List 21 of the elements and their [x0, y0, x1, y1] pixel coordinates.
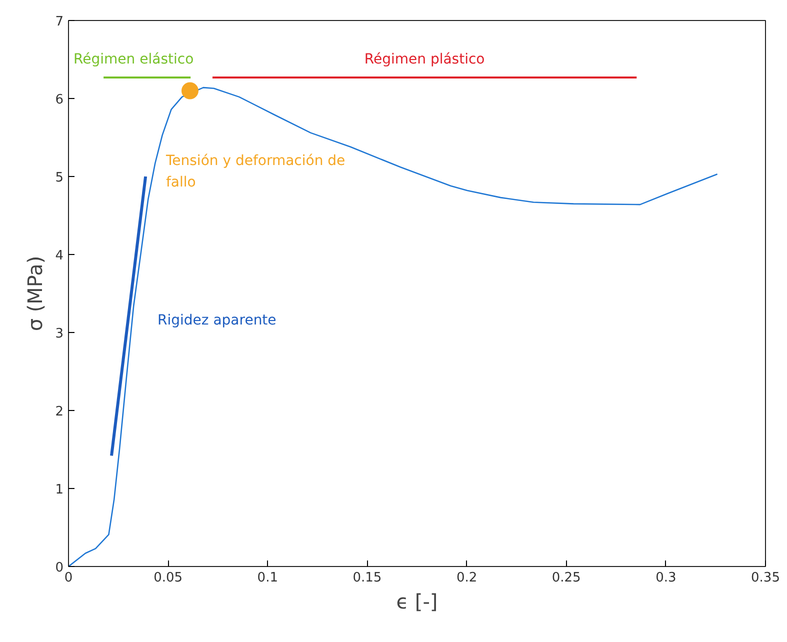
x-tick-label: 0.25: [552, 570, 581, 586]
y-tick-label: 5: [55, 170, 64, 186]
y-tick-label: 1: [55, 482, 64, 498]
y-tick-label: 7: [55, 14, 64, 30]
series-label: Régimen elástico: [74, 51, 194, 68]
y-tick-label: 2: [55, 404, 64, 420]
series-label: Régimen plástico: [364, 51, 485, 68]
x-tick-label: 0.3: [656, 570, 676, 586]
y-axis-title: σ (MPa): [23, 256, 48, 332]
y-tick-label: 4: [55, 248, 64, 264]
x-tick-label: 0.1: [257, 570, 278, 586]
text: Tensión y deformación de fallo: [164, 153, 346, 191]
x-tick-label: 0.15: [352, 570, 382, 586]
x-axis-title: ϵ [-]: [396, 590, 438, 614]
y-tick-label: 6: [55, 92, 64, 108]
y-tick-label: 3: [55, 326, 64, 342]
x-tick-label: 0.05: [154, 570, 183, 586]
text: Rigidez aparente: [158, 312, 276, 329]
y-tick-label: 0: [55, 560, 64, 576]
x-tick-label: 0.35: [751, 570, 780, 586]
x-tick-label: 0.2: [456, 570, 478, 586]
